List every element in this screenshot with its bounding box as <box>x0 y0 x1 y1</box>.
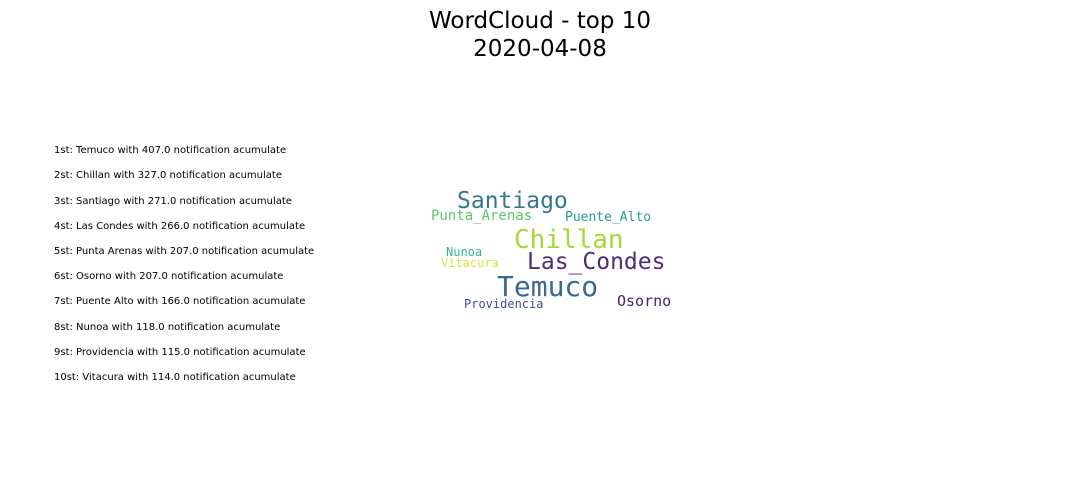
word-santiago: Santiago <box>457 188 568 214</box>
ranking-item-9: 9st: Providencia with 115.0 notification… <box>54 347 306 358</box>
ranking-item-8: 8st: Nunoa with 118.0 notification acumu… <box>54 322 281 333</box>
ranking-item-2: 2st: Chillan with 327.0 notification acu… <box>54 170 282 181</box>
word-providencia: Providencia <box>464 297 543 311</box>
word-nunoa: Nunoa <box>446 245 482 259</box>
word-puente-alto: Puente_Alto <box>565 210 651 225</box>
chart-subtitle: 2020-04-08 <box>473 36 607 62</box>
ranking-item-10: 10st: Vitacura with 114.0 notification a… <box>54 372 296 383</box>
ranking-item-1: 1st: Temuco with 407.0 notification acum… <box>54 145 287 156</box>
word-temuco: Temuco <box>497 270 598 303</box>
ranking-item-3: 3st: Santiago with 271.0 notification ac… <box>54 196 292 207</box>
word-las-condes: Las_Condes <box>527 249 665 275</box>
ranking-item-6: 6st: Osorno with 207.0 notification acum… <box>54 271 284 282</box>
word-chillan: Chillan <box>514 225 624 255</box>
ranking-item-7: 7st: Puente Alto with 166.0 notification… <box>54 296 306 307</box>
word-osorno: Osorno <box>617 292 671 310</box>
ranking-item-4: 4st: Las Condes with 266.0 notification … <box>54 221 306 232</box>
word-punta-arenas: Punta_Arenas <box>431 208 532 224</box>
chart-title: WordCloud - top 10 <box>428 8 651 34</box>
word-vitacura: Vitacura <box>441 256 499 270</box>
ranking-item-5: 5st: Punta Arenas with 207.0 notificatio… <box>54 246 315 257</box>
